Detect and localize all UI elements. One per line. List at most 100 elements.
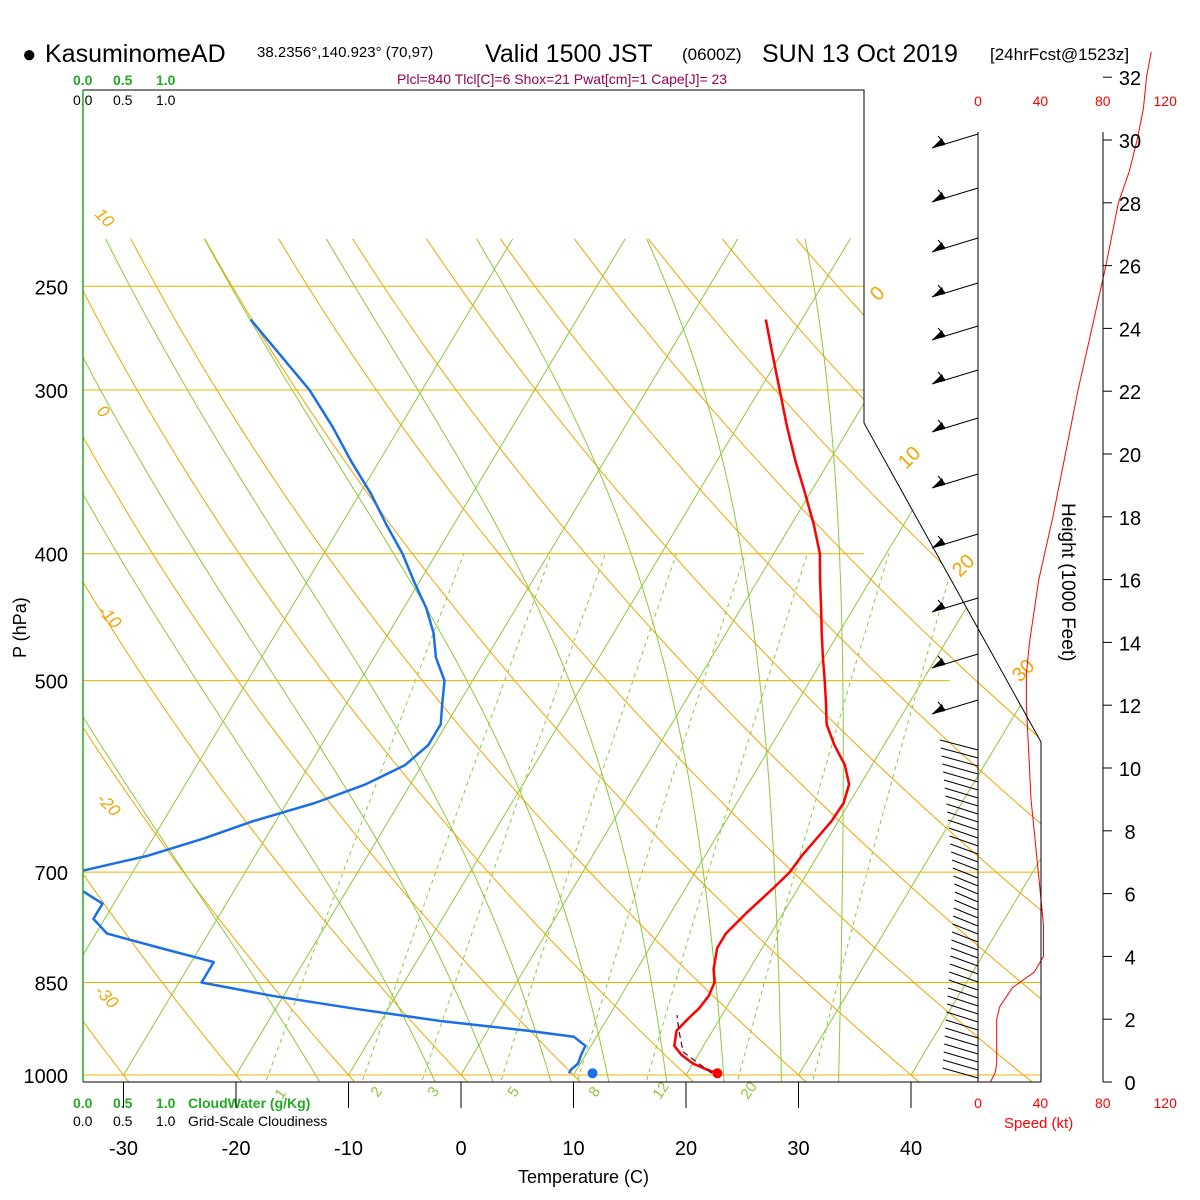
temperature-tick-label: 30 [787,1138,809,1160]
wind-barb-feather [937,239,946,249]
moist-adiabat-line [804,238,844,1082]
wind-barb-feather [937,475,946,485]
parcel-path-line [676,1015,713,1074]
temperature-tick-label: 40 [900,1138,922,1160]
plot-frame [82,89,1104,1083]
valid-time: Valid 1500 JST [485,40,653,68]
utc-time: (0600Z) [682,45,742,64]
stability-indices: Plcl=840 Tlcl[C]=6 Shox=21 Pwat[cm]=1 Ca… [397,71,727,87]
speed-tick-label-bottom: 0 [974,1095,982,1111]
temperature-tick-label: -10 [334,1138,363,1160]
wind-barb-staff [954,891,979,903]
isobars [83,285,1041,1076]
dewpoint-profile-line [83,318,587,1074]
pressure-tick-label: 700 [35,863,68,885]
height-tick-label: 22 [1119,382,1141,404]
temperature-tick-label: 20 [675,1138,697,1160]
wind-barb-staff [948,827,979,839]
moist-adiabat-line [476,238,727,1082]
moist-adiabat-line [83,238,445,1082]
dry-adiabat-line [83,238,146,1082]
wind-barb-feather [937,189,946,199]
isotherm-line [798,238,1041,1076]
cloudiness-label: Grid-Scale Cloudiness [188,1113,327,1129]
station-bullet: ● [22,41,37,68]
wind-barb-staff [945,1027,979,1039]
cloudwater-tick: 0.5 [113,72,133,88]
height-tick-label: 4 [1124,947,1135,969]
pressure-tick-label: 850 [35,974,68,996]
dry-adiabat-line [83,238,716,1082]
cloudiness-tick: 0.5 [113,92,133,108]
cloudwater-tick: 0.0 [73,72,93,88]
temperature-tick-label: -30 [109,1138,138,1160]
dry-adiabat-line [83,238,374,1082]
height-tick-label: 18 [1119,508,1141,530]
wind-barb-staff [943,771,979,783]
height-tick-label: 20 [1119,445,1141,467]
pressure-tick-label: 1000 [24,1066,69,1088]
wind-barb-staff [942,763,979,775]
cloudiness-tick: 0.0 [73,1113,93,1129]
wind-barb-feather [937,535,946,545]
mixing-ratio-line [414,553,606,1082]
wind-barb-feather [937,327,946,337]
dry-adiabat-line [352,238,1041,1082]
wind-barb-staff [952,915,979,927]
thermo-grid [83,238,1041,1082]
wind-barb-staff [939,739,979,751]
isotherm-line [123,238,626,1076]
wind-barb-staff [949,971,979,983]
surface-temperature-marker [712,1068,723,1079]
dry-adiabat-line [426,238,1041,1082]
wind-barb-feather [937,284,946,294]
isotherm-line [685,238,1041,1076]
wind-barb-staff [947,995,979,1007]
wind-barb-staff [945,795,979,807]
wind-barb-feather [937,371,946,381]
dry-adiabat-line [83,238,602,1082]
mixing-ratio-label: 12 [649,1079,672,1102]
mixing-ratio-line [806,553,957,1082]
station-name: KasuminomeAD [45,40,226,68]
mixing-ratio-line [639,553,808,1082]
height-tick-label: 30 [1119,131,1141,153]
cloudwater-label: CloudWater (g/Kg) [188,1095,310,1111]
wind-barb-feather [937,135,946,145]
speed-tick-label-top: 120 [1154,93,1178,109]
speed-tick-label-top: 40 [1033,93,1049,109]
wind-barb-staff [951,851,979,863]
dry-adiabat-line [278,238,1041,1082]
wind-barb-staff [946,1003,979,1015]
height-tick-label: 14 [1119,633,1141,655]
temperature-tick-label: 0 [455,1138,466,1160]
wind-barb-staff [951,859,979,871]
temperature-tick-label: 10 [562,1138,584,1160]
station-coords: 38.2356°,140.923° (70,97) [257,44,433,61]
wind-barb-staff [947,819,979,831]
wind-barb-staff [946,803,979,815]
y-axis-title: P (hPa) [10,597,30,658]
dry-adiabat-line [574,238,1041,1082]
mixing-ratio-line [731,553,890,1082]
pressure-tick-label: 250 [35,277,68,299]
height-axis-title: Height (1000 Feet) [1057,503,1078,661]
dry-adiabat-line [130,238,831,1082]
wind-barb-staff [947,811,979,823]
height-tick-label: 16 [1119,571,1141,593]
moist-adiabat-line [83,238,333,1082]
cloudwater-tick: 1.0 [156,1095,176,1111]
wind-barb-staff [950,843,979,855]
cloudiness-tick: 1.0 [156,1113,176,1129]
wind-speed-line [990,52,1152,1083]
speed-tick-label-bottom: 40 [1033,1095,1049,1111]
header: ● KasuminomeAD 38.2356°,140.923° (70,97)… [22,40,1129,87]
dry-adiabat-line [647,238,1041,1082]
speed-axis-title: Speed (kt) [1004,1115,1073,1132]
cloudwater-tick: 0.5 [113,1095,133,1111]
wind-barb-staff [944,1035,979,1047]
wind-barb-feather [937,655,946,665]
wind-profile [931,52,1152,1083]
